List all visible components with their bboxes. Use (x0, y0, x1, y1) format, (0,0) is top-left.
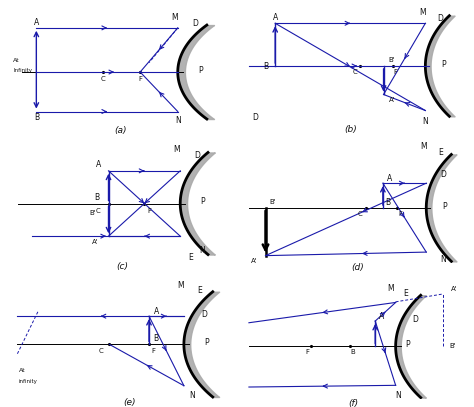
Text: B: B (153, 334, 158, 343)
Text: P: P (200, 197, 205, 206)
Text: C: C (353, 69, 357, 75)
Text: E: E (197, 286, 202, 295)
Text: B: B (350, 349, 355, 355)
Text: A: A (155, 307, 160, 316)
Text: D: D (194, 151, 200, 160)
Text: N: N (422, 117, 428, 126)
Text: A': A' (251, 258, 257, 264)
Text: At: At (13, 58, 20, 63)
Text: B: B (94, 193, 99, 202)
Text: M: M (173, 145, 180, 154)
Text: P: P (204, 338, 209, 347)
Text: (c): (c) (116, 262, 128, 271)
Text: D: D (440, 170, 446, 179)
Text: C: C (99, 348, 104, 354)
Text: C: C (357, 211, 362, 217)
Text: N: N (189, 391, 195, 400)
Text: M: M (419, 8, 426, 17)
Text: D: D (193, 19, 199, 28)
Text: D: D (253, 113, 258, 122)
Text: (f): (f) (348, 398, 359, 407)
Text: M: M (171, 13, 177, 22)
Text: A: A (379, 312, 384, 321)
Text: A': A' (91, 239, 98, 245)
Text: A': A' (390, 97, 396, 103)
Text: (d): (d) (351, 263, 364, 271)
Text: Infinity: Infinity (13, 68, 32, 73)
Text: B': B' (450, 344, 456, 350)
Text: F: F (399, 211, 403, 217)
Text: P: P (441, 60, 446, 69)
Text: D: D (437, 14, 443, 23)
Text: E: E (403, 289, 408, 298)
Text: D: D (412, 315, 418, 324)
Text: infinity: infinity (19, 379, 38, 385)
Text: P: P (199, 66, 203, 74)
Text: B': B' (270, 199, 276, 205)
Text: A: A (34, 18, 39, 27)
Text: B': B' (388, 57, 395, 63)
Text: M: M (387, 284, 394, 293)
Text: N: N (395, 391, 401, 400)
Text: B: B (34, 113, 39, 122)
Text: M: M (420, 142, 427, 151)
Text: A: A (387, 174, 392, 183)
Text: A: A (96, 160, 101, 169)
Text: N: N (440, 255, 446, 264)
Text: (e): (e) (124, 398, 136, 407)
Text: N: N (200, 246, 205, 255)
Text: E: E (188, 253, 193, 262)
Text: B: B (264, 61, 269, 70)
Text: F: F (393, 69, 397, 75)
Text: B': B' (90, 210, 96, 216)
Text: C: C (100, 76, 105, 82)
Text: (a): (a) (114, 126, 127, 135)
Text: A': A' (451, 286, 457, 292)
Text: N: N (175, 116, 181, 125)
Text: F: F (152, 348, 156, 354)
Text: M: M (177, 281, 184, 290)
Text: D: D (201, 310, 208, 319)
Text: F: F (306, 349, 310, 355)
Text: E: E (438, 148, 443, 157)
Text: A: A (273, 13, 278, 22)
Text: F: F (138, 76, 142, 82)
Text: P: P (442, 201, 447, 211)
Text: At: At (19, 368, 26, 373)
Text: F: F (147, 208, 152, 214)
Text: P: P (405, 340, 410, 349)
Text: (b): (b) (345, 125, 357, 134)
Text: B: B (385, 198, 391, 207)
Text: C: C (96, 208, 100, 214)
